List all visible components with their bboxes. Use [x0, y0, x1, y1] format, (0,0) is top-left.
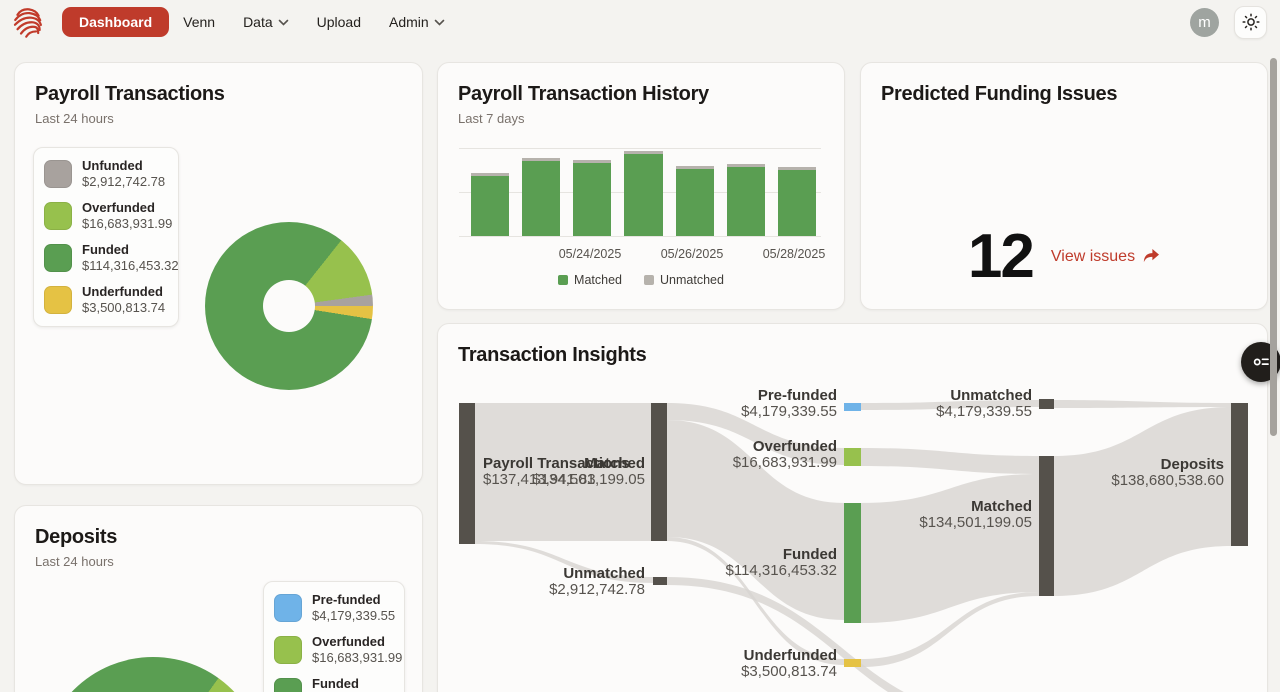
- bar-05/24/2025: [573, 160, 612, 236]
- sankey-flow: [475, 541, 653, 583]
- sankey-flow: [667, 537, 844, 665]
- view-issues-link[interactable]: View issues: [1051, 248, 1160, 266]
- card-title: Deposits: [35, 526, 118, 548]
- scrollbar-thumb[interactable]: [1270, 58, 1277, 436]
- page-title: Payroll Transactions: [35, 83, 225, 105]
- brand-logo-icon[interactable]: [6, 0, 50, 44]
- deposits-donut-chart: [41, 657, 265, 692]
- x-tick-label: 05/24/2025: [558, 247, 622, 261]
- sankey-label-unmatched: Unmatched $2,912,742.78: [549, 565, 645, 598]
- sankey-flow: [861, 448, 1039, 474]
- legend-item-unmatched: Unmatched: [644, 273, 724, 287]
- nav-item-venn[interactable]: Venn: [169, 6, 229, 38]
- x-tick-label: 05/28/2025: [762, 247, 826, 261]
- deposits-legend: Pre-funded $4,179,339.55 Overfunded $16,…: [263, 581, 405, 692]
- theme-toggle-button[interactable]: [1234, 5, 1267, 39]
- bar-05/23/2025: [522, 158, 561, 236]
- sankey-flow: [667, 420, 844, 620]
- nav-item-dashboard[interactable]: Dashboard: [62, 7, 170, 37]
- history-legend: Matched Unmatched: [438, 273, 844, 287]
- sankey-label-overfunded: Overfunded $16,683,931.99: [732, 438, 837, 471]
- sankey-flow: [861, 474, 1039, 623]
- sankey-label-underfunded: Underfunded $3,500,813.74: [741, 647, 837, 680]
- card-title: Transaction Insights: [458, 344, 647, 366]
- legend-swatch: [274, 678, 302, 692]
- card-subtitle: Last 7 days: [458, 111, 525, 126]
- sankey-node-deposits-unmatched: [1039, 399, 1054, 409]
- legend-swatch: [274, 636, 302, 664]
- issues-count: 12: [967, 222, 1035, 291]
- card-title: Payroll Transaction History: [458, 83, 709, 105]
- nav-item-upload[interactable]: Upload: [303, 6, 375, 38]
- sankey-flow: [1054, 407, 1231, 596]
- avatar[interactable]: m: [1190, 7, 1219, 37]
- bar-05/27/2025: [726, 164, 765, 236]
- sankey-flow: [861, 400, 1039, 410]
- scrollbar[interactable]: [1269, 0, 1278, 692]
- form-list-icon: [1253, 358, 1269, 366]
- arrow-forward-icon: [1143, 248, 1160, 263]
- legend-swatch: [44, 286, 72, 314]
- sankey-label-deposits: Deposits $138,680,538.60: [1111, 456, 1224, 489]
- donut-hole: [263, 280, 315, 332]
- payroll-transactions-card: Payroll Transactions Last 24 hours Unfun…: [14, 62, 423, 485]
- legend-item-matched: Matched: [558, 273, 622, 287]
- legend-swatch: [44, 244, 72, 272]
- deposits-card: Deposits Last 24 hours Pre-funded $4,179…: [14, 505, 423, 692]
- bar-05/26/2025: [675, 166, 714, 236]
- sankey-flow: [1054, 400, 1231, 408]
- legend-item: Overfunded $16,683,931.99: [44, 200, 172, 232]
- legend-swatch: [44, 202, 72, 230]
- top-nav: Dashboard Venn Data Upload Admin m: [0, 0, 1280, 44]
- sankey-chart: [459, 399, 1248, 692]
- sankey-flow: [667, 403, 844, 465]
- legend-swatch: [644, 275, 654, 285]
- history-bars: [471, 148, 816, 236]
- payroll-history-card: Payroll Transaction History Last 7 days …: [437, 62, 845, 310]
- sankey-node-pre-funded: [844, 403, 861, 411]
- sankey-label-pre-funded: Pre-funded $4,179,339.55: [741, 387, 837, 420]
- chevron-down-icon: [434, 19, 445, 26]
- legend-item: Overfunded $16,683,931.99: [274, 634, 402, 666]
- legend-swatch: [44, 160, 72, 188]
- legend-item: Underfunded $3,500,813.74: [44, 284, 166, 316]
- sankey-node-overfunded: [844, 448, 861, 466]
- x-tick-label: 05/26/2025: [660, 247, 724, 261]
- card-title: Predicted Funding Issues: [881, 83, 1118, 105]
- predicted-funding-issues-card: Predicted Funding Issues 12 View issues: [860, 62, 1268, 310]
- sankey-flow: [861, 592, 1039, 667]
- sun-icon: [1241, 13, 1260, 31]
- sankey-label-deposits-unmatched: Unmatched $4,179,339.55: [936, 387, 1032, 420]
- nav-item-admin[interactable]: Admin: [375, 6, 459, 38]
- sankey-node-payroll-transactions: [459, 403, 475, 544]
- bar-05/28/2025: [777, 167, 816, 236]
- sankey-node-deposits-matched: [1039, 456, 1054, 596]
- sankey-label-matched: Matched $134,501,199.05: [532, 455, 645, 488]
- sankey-flow: [667, 577, 905, 692]
- legend-item: Pre-funded $4,179,339.55: [274, 592, 395, 624]
- sankey-node-funded: [844, 503, 861, 623]
- chevron-down-icon: [278, 19, 288, 26]
- payroll-legend: Unfunded $2,912,742.78 Overfunded $16,68…: [33, 147, 179, 327]
- sankey-label-deposits-matched: Matched $134,501,199.05: [919, 498, 1032, 531]
- legend-item: Funded $114,316,453.32: [44, 242, 179, 274]
- legend-swatch: [274, 594, 302, 622]
- card-subtitle: Last 24 hours: [35, 111, 114, 126]
- sankey-node-unmatched: [653, 577, 667, 585]
- legend-item: Funded $114,316,453.32: [274, 676, 392, 692]
- sankey-label-payroll-transactions: Payroll Transactions $137,413,941.83: [483, 455, 630, 488]
- sankey-node-matched: [651, 403, 667, 541]
- nav-item-data[interactable]: Data: [229, 6, 303, 38]
- sankey-label-funded: Funded $114,316,453.32: [725, 546, 838, 579]
- transaction-insights-card: Transaction Insights: [437, 323, 1268, 692]
- sankey-node-underfunded: [844, 659, 861, 667]
- bar-05/22/2025: [471, 173, 510, 236]
- sankey-flow: [475, 403, 651, 541]
- bar-05/25/2025: [624, 151, 663, 236]
- card-subtitle: Last 24 hours: [35, 554, 114, 569]
- legend-swatch: [558, 275, 569, 285]
- legend-item: Unfunded $2,912,742.78: [44, 158, 166, 190]
- sankey-node-deposits: [1231, 403, 1248, 546]
